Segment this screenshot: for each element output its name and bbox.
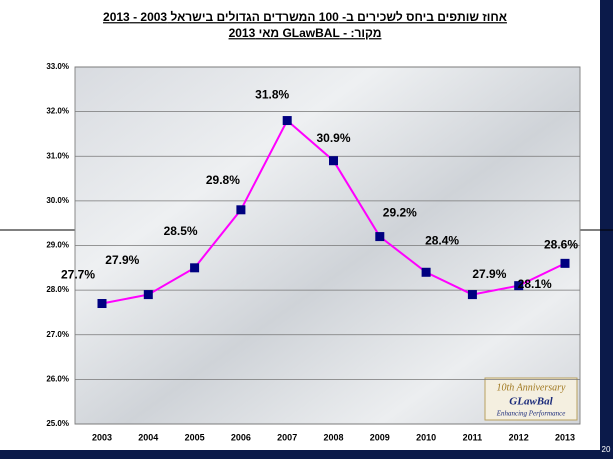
y-tick-label: 27.0% bbox=[46, 330, 69, 339]
x-tick-label: 2008 bbox=[323, 432, 343, 442]
x-tick-label: 2011 bbox=[463, 432, 483, 442]
marker bbox=[329, 156, 338, 166]
y-tick-label: 26.0% bbox=[46, 374, 69, 383]
y-tick-label: 31.0% bbox=[46, 151, 69, 160]
logo-text: 10th Anniversary bbox=[497, 382, 567, 393]
y-tick-label: 28.0% bbox=[46, 285, 69, 294]
marker bbox=[560, 258, 570, 268]
marker bbox=[375, 232, 385, 242]
logo-text: Enhancing Performance bbox=[496, 410, 566, 418]
data-label: 29.8% bbox=[206, 173, 240, 187]
marker bbox=[190, 263, 200, 273]
y-tick-label: 29.0% bbox=[46, 241, 69, 250]
marker bbox=[282, 116, 292, 126]
logo-text: GLawBal bbox=[509, 396, 553, 408]
data-label: 28.4% bbox=[425, 233, 459, 247]
marker bbox=[143, 290, 153, 300]
data-label: 27.9% bbox=[472, 267, 506, 281]
x-tick-label: 2005 bbox=[185, 432, 205, 442]
marker bbox=[514, 281, 524, 291]
data-label: 29.2% bbox=[383, 206, 417, 220]
y-tick-label: 30.0% bbox=[46, 196, 69, 205]
x-tick-label: 2009 bbox=[370, 432, 390, 442]
marker bbox=[421, 267, 431, 277]
chart-subtitle: מקור: - GLawBAL מאי 2013 bbox=[229, 26, 382, 40]
marker bbox=[97, 299, 107, 309]
data-label: 30.9% bbox=[316, 131, 350, 145]
data-label: 27.9% bbox=[105, 253, 139, 267]
x-tick-label: 2007 bbox=[277, 432, 297, 442]
data-label: 31.8% bbox=[255, 88, 289, 102]
x-tick-label: 2013 bbox=[555, 432, 575, 442]
x-tick-label: 2010 bbox=[416, 432, 436, 442]
y-tick-label: 32.0% bbox=[46, 107, 69, 116]
chart-title: אחוז שותפים ביחס לשכירים ב- 100 המשרדים … bbox=[103, 10, 507, 24]
data-label: 28.1% bbox=[518, 277, 552, 291]
logo-box bbox=[484, 377, 578, 421]
x-tick-label: 2006 bbox=[231, 432, 251, 442]
data-label: 28.6% bbox=[544, 238, 578, 252]
data-label: 27.7% bbox=[61, 268, 95, 282]
marker bbox=[236, 205, 246, 215]
y-tick-label: 33.0% bbox=[46, 62, 69, 71]
page-number: 20 bbox=[602, 445, 611, 454]
logo: 10th Anniversary GLawBal Enhancing Perfo… bbox=[484, 377, 578, 421]
x-tick-label: 2012 bbox=[509, 432, 529, 442]
x-tick-label: 2003 bbox=[92, 432, 112, 442]
marker bbox=[467, 290, 477, 300]
y-tick-label: 25.0% bbox=[46, 419, 69, 428]
x-tick-label: 2004 bbox=[138, 432, 158, 442]
data-label: 28.5% bbox=[164, 224, 198, 238]
